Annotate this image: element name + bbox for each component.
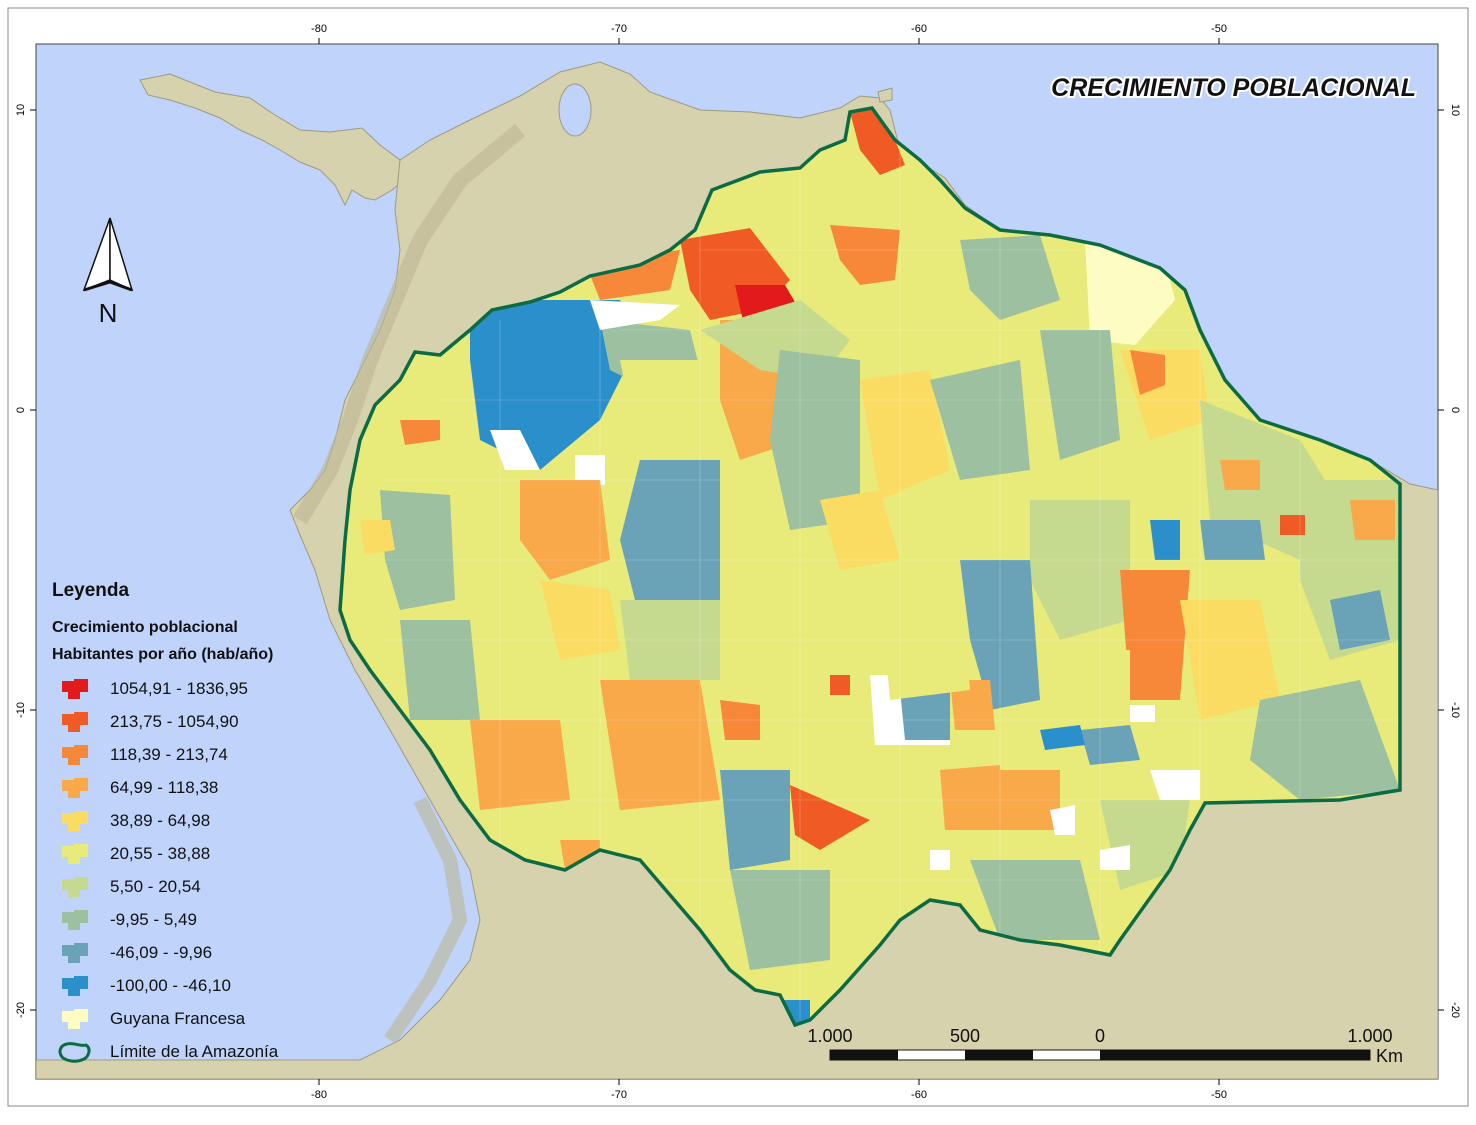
legend-item: -100,00 - -46,10 (50, 969, 380, 1002)
central-america-landmass (139, 73, 411, 207)
scale-label: 1.000 (1347, 1026, 1392, 1046)
neatline (7, 7, 1469, 1107)
legend-item: 20,55 - 38,88 (50, 837, 380, 870)
scale-unit: Km (1376, 1046, 1403, 1066)
trinidad-island (877, 87, 893, 103)
y-tick-label: -20 (1449, 1002, 1461, 1018)
graticule-ticks (30, 38, 1444, 1085)
lake-maracaibo (558, 83, 592, 137)
legend-label: 1054,91 - 1836,95 (110, 678, 249, 698)
andes-relief (293, 123, 526, 525)
legend-label: -9,95 - 5,49 (110, 909, 197, 929)
x-tick-label: -80 (311, 23, 327, 35)
legend-item: 213,75 - 1054,90 (50, 705, 380, 738)
legend-label: 213,75 - 1054,90 (110, 711, 239, 731)
y-tick-label: -10 (15, 702, 27, 718)
legend-swatch (58, 876, 92, 898)
y-tick-label: -20 (15, 1002, 27, 1018)
legend-swatch (58, 843, 92, 865)
legend-label: Límite de la Amazonía (110, 1041, 279, 1061)
x-tick-label: -70 (611, 23, 627, 35)
scale-label: 500 (950, 1026, 980, 1046)
legend-label: 38,89 - 64,98 (110, 810, 211, 830)
legend-item-boundary: Límite de la Amazonía (50, 1035, 380, 1068)
legend-subtitle: Crecimiento poblacional (52, 619, 238, 636)
boundary-swatch-icon (58, 1041, 92, 1063)
legend-swatch (58, 810, 92, 832)
legend-units: Habitantes por año (hab/año) (52, 646, 274, 663)
legend-label: 5,50 - 20,54 (110, 876, 201, 896)
legend-list: 1054,91 - 1836,95 213,75 - 1054,90 118,39 … (50, 672, 380, 1068)
x-tick-label: -80 (311, 1089, 327, 1101)
legend-title: Leyenda (52, 580, 130, 601)
y-tick-label: 10 (1449, 104, 1461, 116)
legend-swatch (58, 942, 92, 964)
x-tick-label: -60 (911, 1089, 927, 1101)
legend-swatch (58, 744, 92, 766)
andes-relief-south (384, 796, 468, 1044)
legend-swatch (58, 909, 92, 931)
legend-swatch (58, 777, 92, 799)
legend-item: -9,95 - 5,49 (50, 903, 380, 936)
scale-label: 0 (1095, 1026, 1105, 1046)
legend-label: -46,09 - -9,96 (110, 942, 213, 962)
scale-label: 1.000 (807, 1026, 852, 1046)
legend-label: 20,55 - 38,88 (110, 843, 211, 863)
scale-bar (829, 1049, 1371, 1061)
legend-item: 118,39 - 213,74 (50, 738, 380, 771)
x-tick-label: -50 (1211, 1089, 1227, 1101)
legend-label: -100,00 - -46,10 (110, 975, 231, 995)
legend-swatch (58, 1008, 92, 1030)
y-tick-label: 0 (15, 407, 27, 413)
legend-item: Guyana Francesa (50, 1002, 380, 1035)
legend-item: 5,50 - 20,54 (50, 870, 380, 903)
y-tick-label: 10 (15, 104, 27, 116)
y-tick-label: -10 (1449, 702, 1461, 718)
map-title: CRECIMIENTO POBLACIONAL (1051, 74, 1416, 102)
y-tick-label: 0 (1449, 407, 1461, 413)
north-label: N (99, 298, 118, 328)
x-tick-label: -60 (911, 23, 927, 35)
north-arrow-icon (82, 217, 134, 292)
legend-label: Guyana Francesa (110, 1008, 246, 1028)
amazon-boundary (338, 106, 1402, 1028)
legend-item: -46,09 - -9,96 (50, 936, 380, 969)
legend-swatch (58, 678, 92, 700)
legend: Leyenda Crecimiento poblacional Habitant… (50, 580, 380, 1068)
legend-label: 118,39 - 213,74 (110, 744, 228, 764)
legend-item: 64,99 - 118,38 (50, 771, 380, 804)
legend-item: 38,89 - 64,98 (50, 804, 380, 837)
x-tick-label: -70 (611, 1089, 627, 1101)
legend-label: 64,99 - 118,38 (110, 777, 219, 797)
legend-swatch (58, 975, 92, 997)
x-tick-label: -50 (1211, 23, 1227, 35)
legend-item: 1054,91 - 1836,95 (50, 672, 380, 705)
legend-swatch (58, 711, 92, 733)
